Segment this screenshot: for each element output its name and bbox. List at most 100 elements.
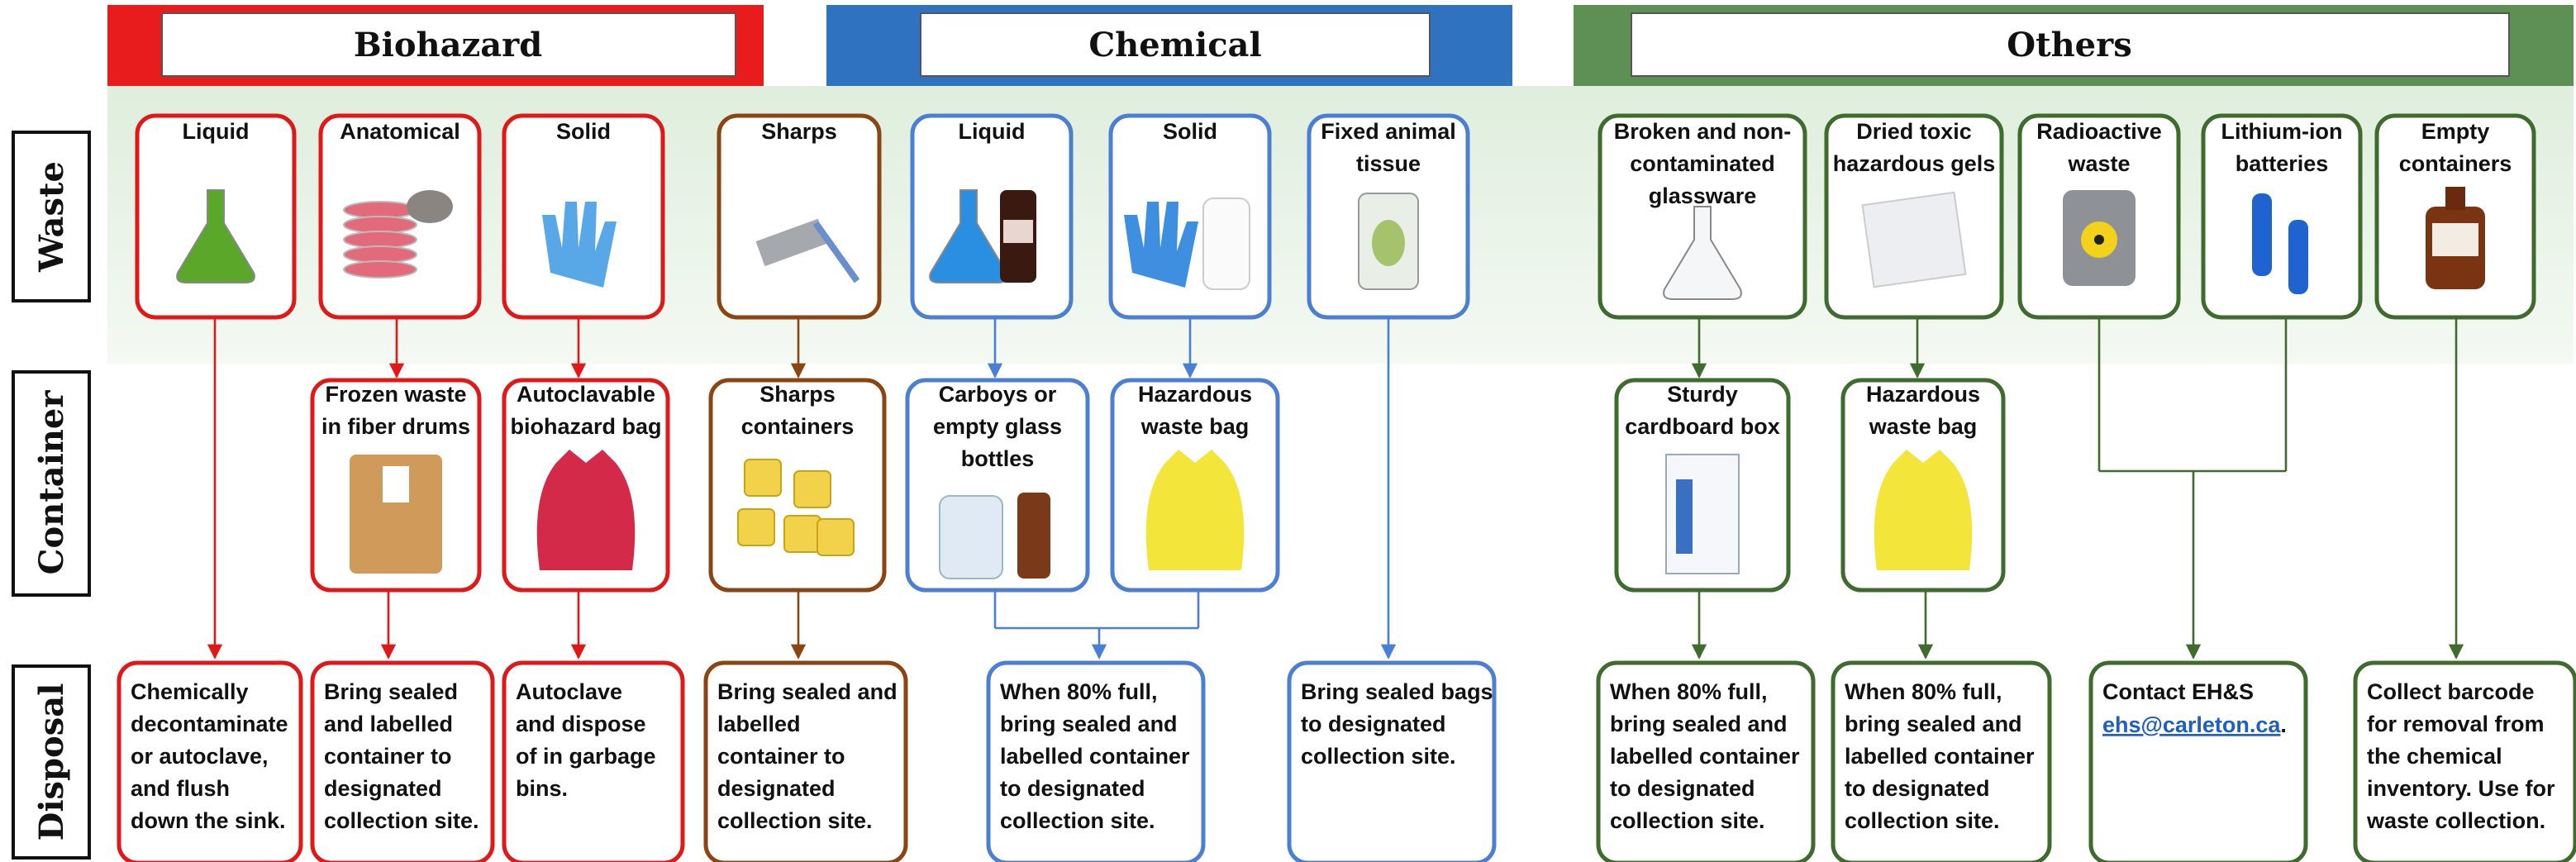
label: labelled container — [1610, 744, 1800, 769]
label: Frozen waste — [325, 382, 466, 407]
label: waste collection. — [2366, 808, 2545, 833]
icon — [1372, 220, 1405, 266]
label: Sharps — [759, 382, 836, 407]
label: decontaminate — [131, 712, 288, 736]
label: designated — [717, 776, 836, 801]
icon — [383, 466, 409, 502]
label: Sturdy — [1667, 382, 1738, 407]
icon — [1203, 198, 1250, 289]
label: waste — [2067, 151, 2130, 176]
label: Hazardous — [1138, 382, 1252, 407]
label: . — [2280, 712, 2287, 737]
icon — [2432, 223, 2478, 256]
label: biohazard bag — [510, 414, 661, 439]
label: hazardous gels — [1833, 151, 1996, 176]
label: bring sealed and — [1000, 712, 1178, 736]
label: collection site. — [717, 808, 873, 833]
row-label: Waste — [32, 161, 71, 273]
label: collection site. — [1301, 744, 1456, 769]
label: Fixed animal — [1321, 119, 1456, 144]
label: ehs@carleton.ca. — [2102, 712, 2287, 737]
label: to designated — [1610, 776, 1755, 801]
label: to designated — [1000, 776, 1145, 801]
icon — [784, 516, 821, 552]
label: to designated — [1301, 712, 1446, 736]
label: glassware — [1649, 183, 1757, 208]
label: to designated — [1845, 776, 1990, 801]
icon — [738, 509, 774, 545]
label: bring sealed and — [1610, 712, 1788, 736]
label: in fiber drums — [321, 414, 470, 439]
icon — [2252, 193, 2272, 276]
label: of in garbage — [516, 744, 656, 769]
section-title: Others — [2007, 26, 2131, 64]
label: containers — [2399, 151, 2512, 176]
icon — [1863, 193, 1966, 288]
label: containers — [741, 414, 855, 439]
icon — [1676, 479, 1693, 554]
label: labelled container — [1845, 744, 2035, 769]
label: batteries — [2236, 151, 2329, 176]
label: designated — [324, 776, 442, 801]
icon — [817, 519, 854, 555]
icon — [2288, 220, 2308, 294]
label: empty glass — [933, 414, 1062, 439]
page: { "sections": [ {"title": "Biohazard"}, … — [0, 0, 2576, 862]
label: Anatomical — [340, 119, 460, 144]
label: Radioactive — [2036, 119, 2162, 144]
label: Empty — [2421, 119, 2490, 144]
label: cardboard box — [1625, 414, 1780, 439]
label: container to — [717, 744, 845, 769]
email-link[interactable]: ehs@carleton.ca — [2102, 712, 2281, 737]
label: bins. — [516, 776, 568, 801]
section-title: Chemical — [1088, 26, 1261, 64]
label: Solid — [1163, 119, 1217, 144]
row-label: Container — [32, 390, 71, 575]
label: collection site. — [1845, 808, 2000, 833]
icon — [745, 460, 781, 496]
label: Bring sealed and — [717, 679, 898, 704]
label: Dried toxic — [1856, 119, 1972, 144]
label: labelled — [717, 712, 801, 736]
section-title: Biohazard — [354, 26, 542, 64]
label: Solid — [556, 119, 611, 144]
label: Lithium-ion — [2221, 119, 2343, 144]
icon — [1003, 220, 1033, 243]
box — [719, 116, 879, 317]
box — [2203, 116, 2360, 317]
label: Hazardous — [1866, 382, 1980, 407]
icon — [2445, 187, 2465, 210]
label: Liquid — [183, 119, 250, 144]
label: Autoclavable — [517, 382, 655, 407]
icon — [1017, 493, 1050, 579]
label: Liquid — [959, 119, 1026, 144]
label: collection site. — [1610, 808, 1765, 833]
label: waste bag — [1869, 414, 1978, 439]
label: bring sealed and — [1845, 712, 2022, 736]
label: Carboys or — [939, 382, 1057, 407]
label: the chemical — [2367, 744, 2502, 769]
icon — [940, 496, 1002, 579]
icon — [2094, 235, 2104, 245]
label: When 80% full, — [1000, 679, 1158, 704]
icon — [794, 471, 831, 507]
icon — [407, 190, 453, 223]
label: Autoclave — [516, 679, 622, 704]
label: Sharps — [761, 119, 837, 144]
label: down the sink. — [131, 808, 286, 833]
label: Collect barcode — [2367, 679, 2535, 704]
label: or autoclave, — [131, 744, 269, 769]
label: Broken and non- — [1614, 119, 1792, 144]
label: When 80% full, — [1610, 679, 1768, 704]
label: and dispose — [516, 712, 646, 736]
label: collection site. — [324, 808, 479, 833]
label: bottles — [961, 446, 1035, 471]
row-label: Disposal — [32, 683, 71, 841]
label: tissue — [1356, 151, 1421, 176]
diagram: Biohazard Chemical Others Waste Containe… — [0, 0, 2576, 862]
label: inventory. Use for — [2367, 776, 2555, 801]
label: When 80% full, — [1845, 679, 2002, 704]
label: Contact EH&S — [2102, 679, 2254, 704]
label: container to — [324, 744, 452, 769]
label: labelled container — [1000, 744, 1190, 769]
